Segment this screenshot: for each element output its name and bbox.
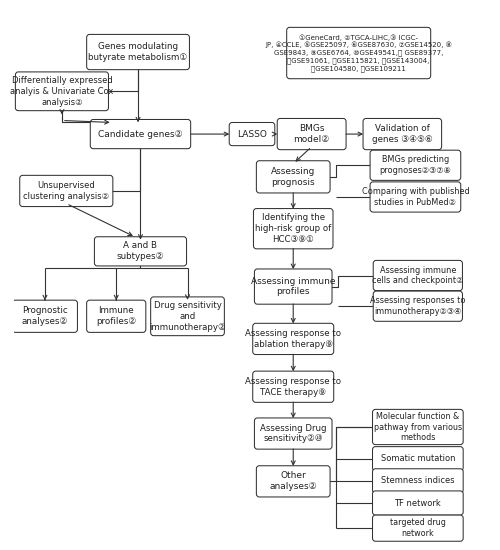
FancyBboxPatch shape (372, 491, 463, 515)
FancyBboxPatch shape (372, 515, 463, 541)
FancyBboxPatch shape (94, 236, 186, 266)
FancyBboxPatch shape (373, 260, 462, 290)
Text: ①GeneCard, ②TGCA-LIHC,③ ICGC-
JP, ④CCLE, ⑤GSE25097, ⑥GSE87630, ⑦GSE14520, ⑧
GSE9: ①GeneCard, ②TGCA-LIHC,③ ICGC- JP, ④CCLE,… (265, 34, 452, 72)
Text: Assessing
prognosis: Assessing prognosis (271, 167, 316, 187)
FancyBboxPatch shape (372, 409, 463, 444)
Text: Differentially expressed
analyis & Univariate Cox
analysis②: Differentially expressed analyis & Univa… (10, 76, 114, 107)
FancyBboxPatch shape (370, 182, 461, 212)
FancyBboxPatch shape (256, 161, 330, 193)
FancyBboxPatch shape (86, 300, 146, 332)
FancyBboxPatch shape (372, 447, 463, 471)
Text: Assessing response to
ablation therapy⑨: Assessing response to ablation therapy⑨ (245, 329, 341, 349)
Text: targeted drug
network: targeted drug network (390, 518, 446, 538)
Text: Validation of
genes ③④⑤⑥: Validation of genes ③④⑤⑥ (372, 124, 432, 144)
FancyBboxPatch shape (252, 323, 334, 355)
Text: BMGs predicting
prognoses②③⑦⑧: BMGs predicting prognoses②③⑦⑧ (380, 156, 452, 175)
Text: Assessing immune
profiles: Assessing immune profiles (251, 277, 336, 296)
Text: Molecular function &
pathway from various
methods: Molecular function & pathway from variou… (374, 412, 462, 442)
FancyBboxPatch shape (254, 418, 332, 449)
FancyBboxPatch shape (90, 119, 190, 148)
Text: Genes modulating
butyrate metabolism①: Genes modulating butyrate metabolism① (88, 42, 188, 62)
FancyBboxPatch shape (286, 28, 430, 79)
Text: Unsupervised
clustering analysis②: Unsupervised clustering analysis② (23, 181, 110, 201)
FancyBboxPatch shape (20, 175, 113, 207)
Text: Stemness indices: Stemness indices (381, 476, 454, 485)
FancyBboxPatch shape (16, 72, 108, 111)
FancyBboxPatch shape (86, 35, 190, 70)
Text: LASSO: LASSO (237, 130, 267, 139)
Text: Candidate genes②: Candidate genes② (98, 130, 183, 139)
FancyBboxPatch shape (372, 469, 463, 493)
Text: Comparing with published
studies in PubMed②: Comparing with published studies in PubM… (362, 187, 470, 207)
Text: Assessing response to
TACE therapy⑨: Assessing response to TACE therapy⑨ (245, 377, 341, 397)
FancyBboxPatch shape (254, 269, 332, 304)
FancyBboxPatch shape (254, 208, 333, 249)
FancyBboxPatch shape (373, 291, 462, 321)
FancyBboxPatch shape (252, 371, 334, 403)
FancyBboxPatch shape (229, 123, 275, 146)
Text: Assessing responses to
immunotherapy②③④: Assessing responses to immunotherapy②③④ (370, 296, 466, 316)
FancyBboxPatch shape (277, 118, 346, 150)
Text: Other
analyses②: Other analyses② (270, 471, 317, 491)
FancyBboxPatch shape (256, 466, 330, 497)
FancyBboxPatch shape (150, 297, 224, 336)
FancyBboxPatch shape (363, 118, 442, 150)
Text: Identifying the
high-risk group of
HCC③⑨①: Identifying the high-risk group of HCC③⑨… (255, 213, 332, 244)
Text: Immune
profiles②: Immune profiles② (96, 306, 136, 326)
Text: Somatic mutation: Somatic mutation (380, 454, 455, 463)
Text: Assessing Drug
sensitivity②⑩: Assessing Drug sensitivity②⑩ (260, 424, 326, 443)
Text: Prognostic
analyses②: Prognostic analyses② (22, 306, 68, 326)
Text: BMGs
model②: BMGs model② (294, 124, 330, 144)
Text: TF network: TF network (394, 498, 441, 508)
Text: Drug sensitivity
and
immunotherapy②: Drug sensitivity and immunotherapy② (149, 301, 226, 332)
Text: Assessing immune
cells and checkpoint②: Assessing immune cells and checkpoint② (372, 266, 464, 285)
FancyBboxPatch shape (370, 150, 461, 180)
FancyBboxPatch shape (12, 300, 78, 332)
Text: A and B
subtypes②: A and B subtypes② (116, 241, 164, 261)
